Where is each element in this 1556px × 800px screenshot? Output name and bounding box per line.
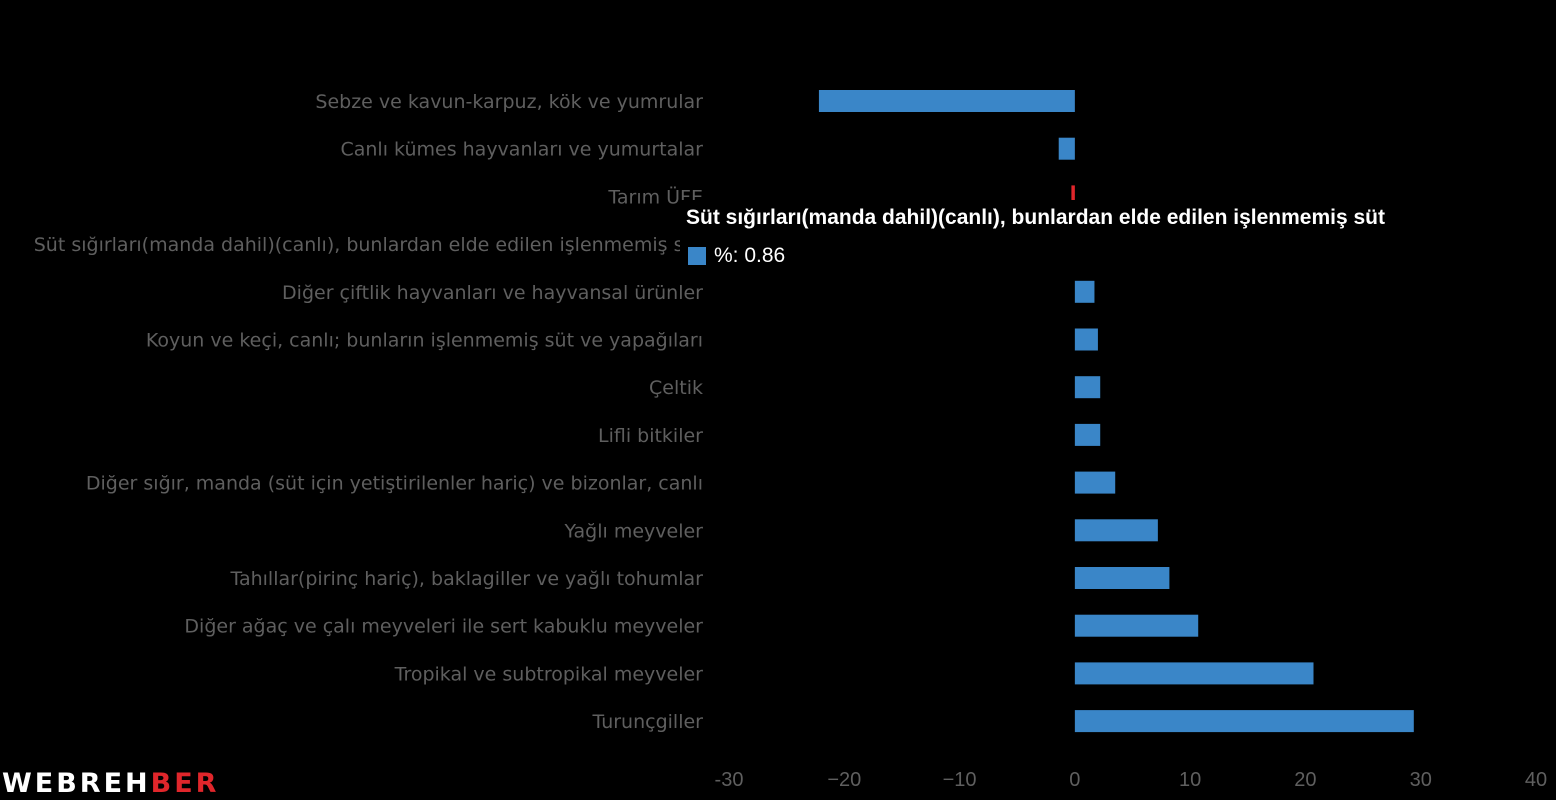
x-tick-label: 0: [1069, 769, 1080, 791]
category-label: Çeltik: [649, 377, 703, 399]
category-label: Koyun ve keçi, canlı; bunların işlenmemi…: [146, 330, 703, 352]
x-tick-label: 10: [1179, 769, 1201, 791]
bar[interactable]: [1074, 710, 1414, 733]
bar[interactable]: [1074, 376, 1101, 399]
category-label: Diğer çiftlik hayvanları ve hayvansal ür…: [282, 282, 703, 304]
bar[interactable]: [818, 90, 1075, 112]
x-tick-label: 40: [1525, 769, 1547, 791]
tooltip-value-row: %: 0.86: [686, 244, 1385, 268]
bar[interactable]: [1074, 662, 1314, 685]
category-label: Tarım ÜFE: [607, 185, 703, 208]
x-tick-label: 20: [1294, 769, 1316, 791]
category-label: Sebze ve kavun-karpuz, kök ve yumrular: [315, 91, 703, 113]
category-label: Tropikal ve subtropikal meyveler: [394, 663, 704, 685]
x-tick-label: 30: [1410, 769, 1432, 791]
bars: [818, 90, 1414, 733]
x-tick-label: -30: [715, 769, 744, 791]
tooltip-title: Süt sığırları(manda dahil)(canlı), bunla…: [686, 206, 1385, 229]
category-label: Lifli bitkiler: [598, 425, 703, 447]
category-label: Tahıllar(pirinç hariç), baklagiller ve y…: [229, 568, 703, 590]
tooltip-series-swatch: [688, 247, 706, 265]
bar[interactable]: [1071, 185, 1075, 208]
x-tick-label: −10: [943, 769, 977, 791]
webrehber-logo: WEBREHBER: [2, 768, 220, 799]
category-label: Diğer ağaç ve çalı meyveleri ile sert ka…: [184, 616, 703, 638]
bar[interactable]: [1074, 423, 1101, 446]
bar[interactable]: [1074, 280, 1095, 303]
bar[interactable]: [1074, 471, 1116, 494]
bar[interactable]: [1074, 519, 1158, 542]
category-labels: Sebze ve kavun-karpuz, kök ve yumrular Ca…: [34, 91, 703, 733]
category-label: Süt sığırları(manda dahil)(canlı), bunla…: [34, 234, 703, 256]
bar[interactable]: [1074, 328, 1098, 351]
x-tick-label: −20: [827, 769, 861, 791]
category-label: Canlı kümes hayvanları ve yumurtalar: [340, 139, 703, 161]
category-label: Turunçgiller: [591, 711, 703, 733]
bar[interactable]: [1074, 614, 1199, 637]
bar[interactable]: [1058, 137, 1075, 160]
bar[interactable]: [1074, 567, 1170, 589]
chart-tooltip: Süt sığırları(manda dahil)(canlı), bunla…: [680, 200, 1393, 276]
category-label: Yağlı meyveler: [564, 520, 704, 542]
category-label: Diğer sığır, manda (süt için yetiştirile…: [86, 473, 703, 495]
x-axis-ticks: -30 −20 −10 0 10 20 30 40: [715, 769, 1548, 791]
tooltip-value: %: 0.86: [714, 244, 786, 267]
